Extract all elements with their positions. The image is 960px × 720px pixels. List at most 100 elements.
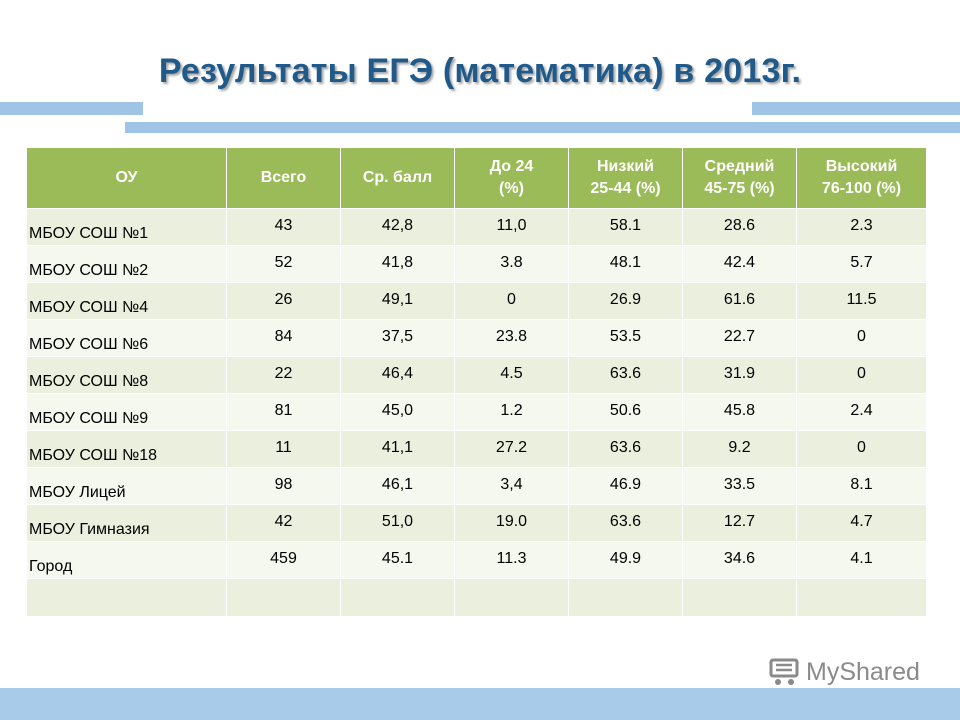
empty-cell — [796, 578, 927, 617]
value-cell: 41,8 — [340, 245, 455, 283]
school-name-cell: МБОУ СОШ №4 — [26, 282, 227, 320]
value-cell: 0 — [796, 356, 927, 394]
value-cell: 45.1 — [340, 541, 455, 579]
table-row: МБОУ СОШ №9 81 45,0 1.2 50.6 45.8 2.4 — [26, 393, 927, 431]
table-row: МБОУ СОШ №18 11 41,1 27.2 63.6 9.2 0 — [26, 430, 927, 468]
column-header: Всего — [226, 147, 341, 209]
value-cell: 53.5 — [568, 319, 683, 357]
table-row: МБОУ СОШ №8 22 46,4 4.5 63.6 31.9 0 — [26, 356, 927, 394]
column-header: До 24 (%) — [454, 147, 569, 209]
value-cell: 22 — [226, 356, 341, 394]
school-name-cell: МБОУ СОШ №1 — [26, 208, 227, 246]
school-name-cell: МБОУ Гимназия — [26, 504, 227, 542]
table-row: МБОУ СОШ №1 43 42,8 11,0 58.1 28.6 2.3 — [26, 208, 927, 246]
value-cell: 12.7 — [682, 504, 797, 542]
column-header: ОУ — [26, 147, 227, 209]
value-cell: 48.1 — [568, 245, 683, 283]
value-cell: 11,0 — [454, 208, 569, 246]
empty-cell — [568, 578, 683, 617]
value-cell: 63.6 — [568, 504, 683, 542]
value-cell: 11 — [226, 430, 341, 468]
value-cell: 61.6 — [682, 282, 797, 320]
value-cell: 46,1 — [340, 467, 455, 505]
value-cell: 2.3 — [796, 208, 927, 246]
value-cell: 34.6 — [682, 541, 797, 579]
value-cell: 51,0 — [340, 504, 455, 542]
value-cell: 8.1 — [796, 467, 927, 505]
value-cell: 27.2 — [454, 430, 569, 468]
value-cell: 19.0 — [454, 504, 569, 542]
value-cell: 49.9 — [568, 541, 683, 579]
value-cell: 5.7 — [796, 245, 927, 283]
value-cell: 2.4 — [796, 393, 927, 431]
table-row: МБОУ Лицей 98 46,1 3,4 46.9 33.5 8.1 — [26, 467, 927, 505]
school-name-cell: МБОУ СОШ №8 — [26, 356, 227, 394]
table-row: МБОУ СОШ №6 84 37,5 23.8 53.5 22.7 0 — [26, 319, 927, 357]
value-cell: 58.1 — [568, 208, 683, 246]
column-header: Ср. балл — [340, 147, 455, 209]
value-cell: 49,1 — [340, 282, 455, 320]
value-cell: 26 — [226, 282, 341, 320]
value-cell: 45,0 — [340, 393, 455, 431]
school-name-cell: Город — [26, 541, 227, 579]
table-row-empty — [26, 578, 927, 617]
table-row: Город 459 45.1 11.3 49.9 34.6 4.1 — [26, 541, 927, 579]
value-cell: 81 — [226, 393, 341, 431]
value-cell: 26.9 — [568, 282, 683, 320]
value-cell: 31.9 — [682, 356, 797, 394]
value-cell: 42.4 — [682, 245, 797, 283]
value-cell: 42 — [226, 504, 341, 542]
value-cell: 37,5 — [340, 319, 455, 357]
decor-divider — [0, 684, 960, 686]
value-cell: 43 — [226, 208, 341, 246]
results-table: ОУ Всего Ср. балл До 24 (%) Низкий 25-44 (%) Ср… — [26, 147, 927, 617]
value-cell: 3,4 — [454, 467, 569, 505]
empty-cell — [454, 578, 569, 617]
decor-bar-left — [0, 102, 143, 115]
empty-cell — [226, 578, 341, 617]
value-cell: 63.6 — [568, 356, 683, 394]
value-cell: 1.2 — [454, 393, 569, 431]
column-header: Низкий 25-44 (%) — [568, 147, 683, 209]
empty-cell — [682, 578, 797, 617]
table-header-row: ОУ Всего Ср. балл До 24 (%) Низкий 25-44 (%) Ср… — [26, 147, 927, 209]
value-cell: 3.8 — [454, 245, 569, 283]
school-name-cell: МБОУ СОШ №2 — [26, 245, 227, 283]
value-cell: 45.8 — [682, 393, 797, 431]
value-cell: 28.6 — [682, 208, 797, 246]
value-cell: 84 — [226, 319, 341, 357]
value-cell: 42,8 — [340, 208, 455, 246]
value-cell: 33.5 — [682, 467, 797, 505]
value-cell: 4.7 — [796, 504, 927, 542]
cart-icon — [768, 657, 802, 687]
school-name-cell: МБОУ Лицей — [26, 467, 227, 505]
watermark-text: MyShared — [806, 657, 920, 686]
column-header: Высокий 76-100 (%) — [796, 147, 927, 209]
decor-bar-right — [752, 102, 960, 115]
table-body: МБОУ СОШ №1 43 42,8 11,0 58.1 28.6 2.3 МБОУ СОШ… — [26, 208, 927, 617]
value-cell: 22.7 — [682, 319, 797, 357]
value-cell: 46.9 — [568, 467, 683, 505]
value-cell: 23.8 — [454, 319, 569, 357]
watermark: MyShared — [768, 657, 920, 687]
school-name-cell: МБОУ СОШ №9 — [26, 393, 227, 431]
value-cell: 0 — [454, 282, 569, 320]
table-row: МБОУ СОШ №2 52 41,8 3.8 48.1 42.4 5.7 — [26, 245, 927, 283]
slide-title: Результаты ЕГЭ (математика) в 2013г. — [158, 52, 802, 90]
table-row: МБОУ Гимназия 42 51,0 19.0 63.6 12.7 4.7 — [26, 504, 927, 542]
empty-cell — [26, 578, 227, 617]
value-cell: 52 — [226, 245, 341, 283]
value-cell: 11.3 — [454, 541, 569, 579]
value-cell: 11.5 — [796, 282, 927, 320]
value-cell: 98 — [226, 467, 341, 505]
empty-cell — [340, 578, 455, 617]
value-cell: 41,1 — [340, 430, 455, 468]
value-cell: 46,4 — [340, 356, 455, 394]
decor-bottom-bar — [0, 688, 960, 720]
value-cell: 0 — [796, 430, 927, 468]
table-row: МБОУ СОШ №4 26 49,1 0 26.9 61.6 11.5 — [26, 282, 927, 320]
value-cell: 4.5 — [454, 356, 569, 394]
column-header: Средний 45-75 (%) — [682, 147, 797, 209]
value-cell: 50.6 — [568, 393, 683, 431]
value-cell: 459 — [226, 541, 341, 579]
